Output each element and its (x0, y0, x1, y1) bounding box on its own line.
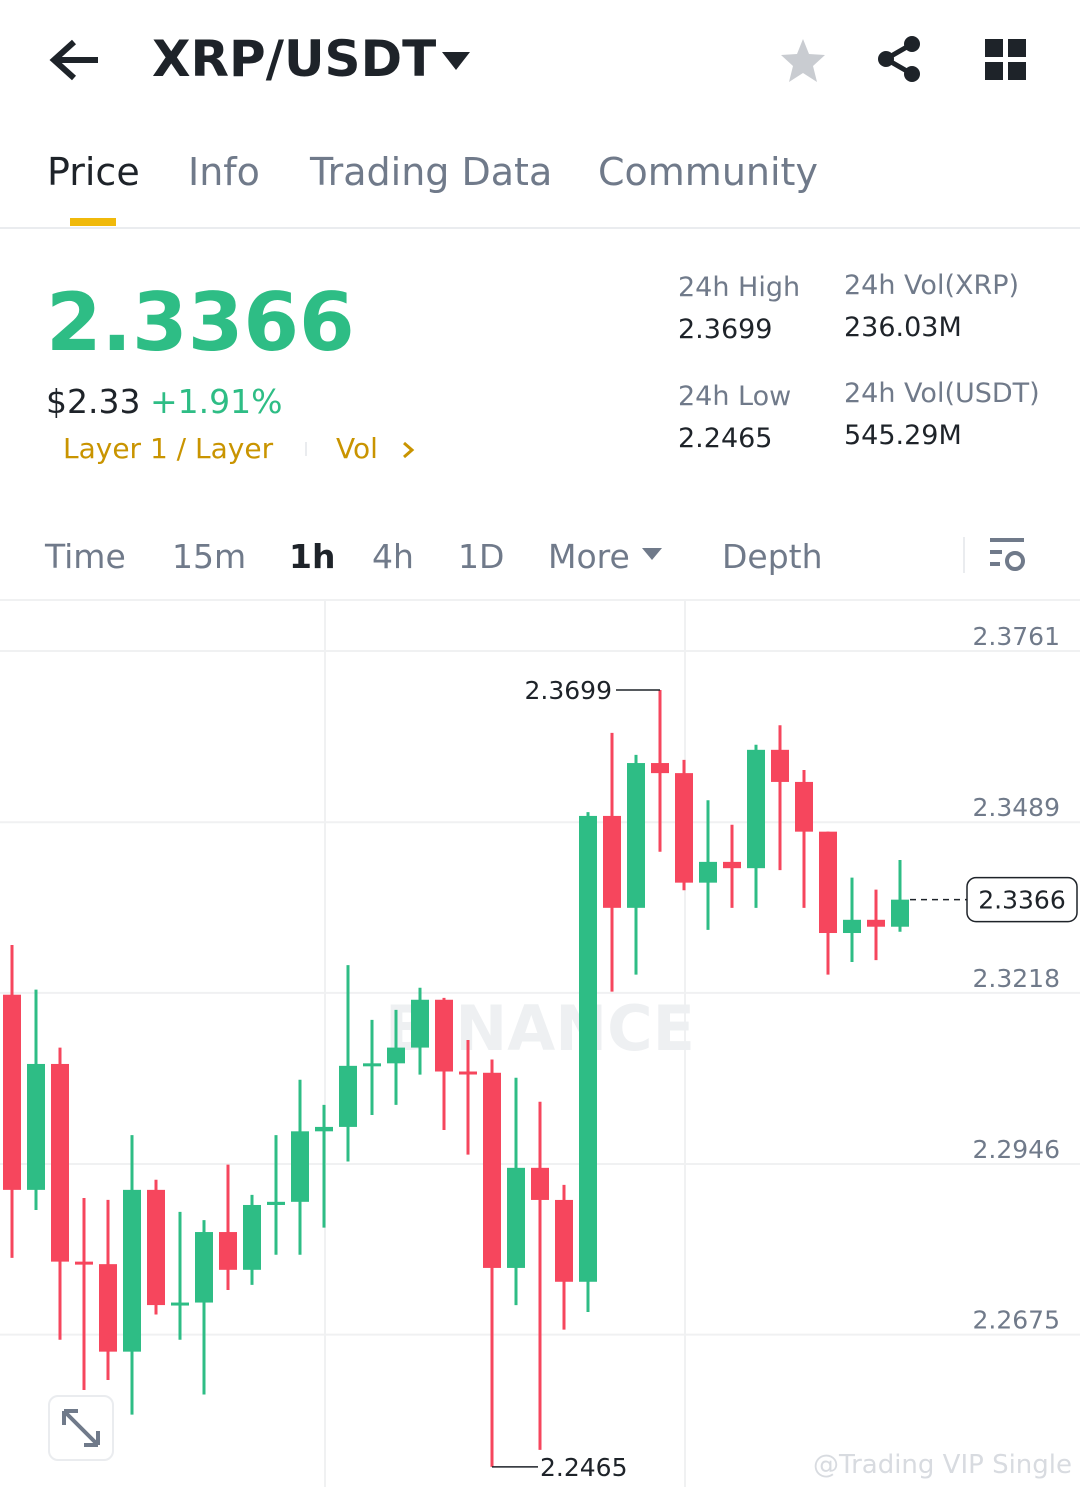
grid-icon[interactable] (984, 38, 1028, 82)
interval[interactable]: More (548, 537, 630, 576)
settings-icon[interactable] (988, 536, 1028, 576)
stat-value: 2.2465 (678, 423, 773, 454)
candle-body (363, 1063, 381, 1067)
divider (0, 599, 1080, 601)
watermark: BINANCE (385, 992, 695, 1065)
candle-body (507, 1167, 525, 1268)
candle-body (795, 781, 813, 832)
candle-body (243, 1204, 261, 1270)
candle-body (483, 1072, 501, 1268)
candle-body (27, 1063, 45, 1190)
last-price-label: 2.3366 (978, 886, 1065, 915)
candle-body (3, 994, 21, 1190)
favorite-icon[interactable] (778, 36, 828, 86)
candle-body (459, 1071, 477, 1075)
candle-body (867, 919, 885, 927)
separator (305, 442, 307, 456)
candle-body (51, 1063, 69, 1262)
candle-body (219, 1232, 237, 1270)
interval[interactable]: 1D (458, 537, 505, 576)
candle-body (531, 1167, 549, 1200)
chevron (403, 441, 415, 459)
interval[interactable]: Time (45, 537, 126, 576)
candle-body (579, 815, 597, 1282)
stat-label: 24h Low (678, 381, 792, 412)
candle-body (723, 861, 741, 869)
tag[interactable]: Layer 1 / Layer (63, 432, 274, 465)
candle-body (315, 1126, 333, 1132)
y-tick-label: 2.2675 (973, 1306, 1060, 1335)
candle-body (171, 1302, 189, 1306)
interval[interactable]: Depth (722, 537, 823, 576)
annotation-label: 2.3699 (525, 676, 612, 705)
stat-value: 2.3699 (678, 314, 773, 345)
candle-body (555, 1199, 573, 1282)
y-tick-label: 2.3761 (973, 622, 1060, 651)
y-tick-label: 2.3489 (973, 793, 1060, 822)
dropdown-icon[interactable] (440, 48, 472, 72)
candle-body (99, 1264, 117, 1352)
chart: BINANCE @Trading VIP Single 2.3761 2.3489… (0, 600, 1080, 1487)
candle-body (699, 861, 717, 883)
candle-body (747, 749, 765, 869)
candle-body (843, 919, 861, 934)
candle-body (267, 1201, 285, 1205)
tag[interactable]: Vol (336, 432, 378, 465)
y-tick-label: 2.2946 (973, 1135, 1060, 1164)
stat-value: 236.03M (844, 312, 962, 343)
separator (963, 537, 965, 573)
expand-button[interactable] (48, 1395, 114, 1461)
pair-title[interactable]: XRP/USDT (152, 30, 437, 88)
back-button[interactable] (48, 38, 104, 82)
tab[interactable]: Trading Data (310, 150, 553, 194)
last-price: 2.3366 (46, 276, 355, 369)
y-tick-label: 2.3218 (973, 964, 1060, 993)
tab[interactable]: Price (47, 150, 140, 194)
tab-indicator (70, 218, 116, 226)
candle-body (387, 1047, 405, 1064)
candle-body (675, 773, 693, 883)
stat-label: 24h High (678, 272, 801, 303)
tab[interactable]: Info (188, 150, 260, 194)
candle-body (819, 831, 837, 934)
candle-body (123, 1189, 141, 1352)
share-icon[interactable] (874, 34, 924, 84)
candle-body (891, 899, 909, 927)
candle-body (435, 999, 453, 1072)
credit: @Trading VIP Single (813, 1450, 1072, 1480)
interval[interactable]: 4h (372, 537, 414, 576)
stat-label: 24h Vol(XRP) (844, 270, 1020, 301)
interval[interactable]: 15m (172, 537, 247, 576)
last-price-box (966, 876, 1078, 923)
candle-body (291, 1131, 309, 1202)
candle-body (147, 1189, 165, 1306)
candle-body (75, 1261, 93, 1265)
candle-body (627, 763, 645, 908)
candle-body (603, 815, 621, 908)
change: +1.91% (150, 382, 283, 421)
candle-body (411, 999, 429, 1048)
candle-body (771, 749, 789, 782)
candle-body (339, 1065, 357, 1127)
dropdown-icon[interactable] (640, 546, 664, 562)
candle-body (195, 1232, 213, 1303)
stat-label: 24h Vol(USDT) (844, 378, 1040, 409)
tab[interactable]: Community (598, 150, 818, 194)
annotation-label: 2.2465 (540, 1453, 627, 1482)
candle-body (651, 763, 669, 774)
stat-value: 545.29M (844, 420, 962, 451)
divider (0, 227, 1080, 229)
fiat-price: $2.33 (46, 382, 141, 421)
interval[interactable]: 1h (289, 537, 336, 576)
